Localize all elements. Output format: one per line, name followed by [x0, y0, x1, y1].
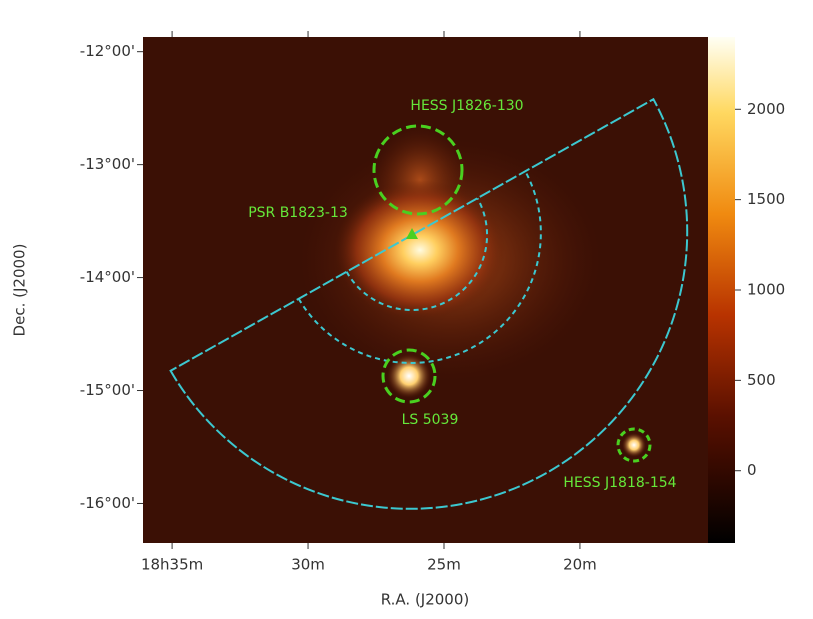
annotation: HESS J1818-154	[563, 475, 676, 491]
source-circle	[372, 124, 464, 216]
y-tick-label: -14°00'	[80, 268, 135, 286]
region-sector	[169, 97, 689, 510]
x-tick-label: 30m	[291, 556, 325, 574]
colorbar-tick-label: 1500	[747, 190, 785, 208]
annotation: HESS J1826-130	[410, 98, 523, 114]
annotation: LS 5039	[402, 412, 459, 428]
bright-emission	[335, 180, 505, 320]
point-source	[622, 433, 646, 457]
region-arc	[345, 197, 488, 312]
x-tick-label: 25m	[427, 556, 461, 574]
colorbar	[708, 37, 735, 543]
colorbar-tick-label: 1000	[747, 281, 785, 299]
y-tick-label: -16°00'	[80, 494, 135, 512]
source-circle	[381, 348, 437, 404]
y-tick-label: -12°00'	[80, 42, 135, 60]
colorbar-tick-label: 500	[747, 371, 776, 389]
x-tick-label: 18h35m	[141, 556, 203, 574]
x-tick-label: 20m	[563, 556, 597, 574]
point-source	[387, 354, 431, 398]
map: HESS J1826-130 PSR B1823-13 LS 5039 HESS…	[143, 37, 708, 543]
x-axis-label: R.A. (J2000)	[381, 591, 470, 609]
y-tick-label: -13°00'	[80, 155, 135, 173]
region-arc	[297, 170, 542, 364]
y-tick-label: -15°00'	[80, 381, 135, 399]
source-circle	[616, 427, 652, 463]
annotation: PSR B1823-13	[248, 205, 348, 221]
y-axis-label: Dec. (J2000)	[11, 244, 29, 337]
pulsar-marker	[406, 228, 418, 239]
colorbar-tick-label: 2000	[747, 100, 785, 118]
colorbar-tick-label: 0	[747, 461, 757, 479]
